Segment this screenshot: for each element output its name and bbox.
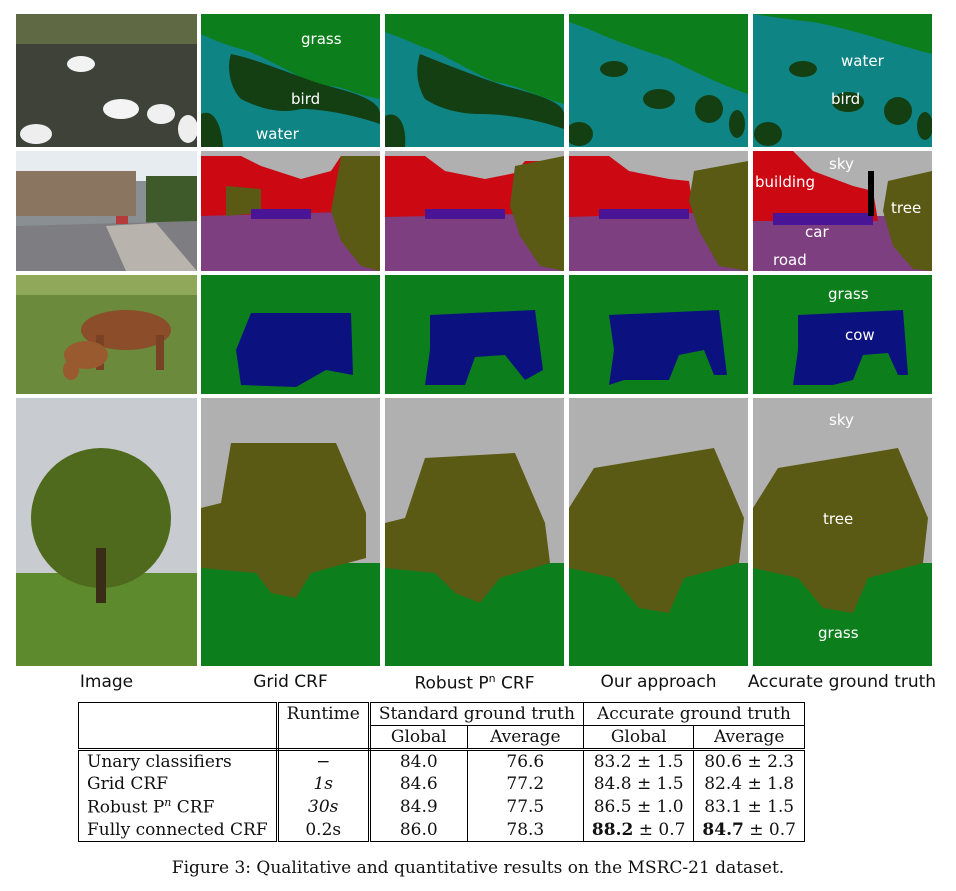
row-acc-global: 83.2 ± 1.5	[583, 749, 695, 773]
method-prefix: Robust P	[87, 797, 165, 818]
column-label-our-approach: Our approach	[600, 672, 717, 692]
row-runtime: −	[277, 749, 371, 773]
seg-street-robust	[385, 151, 564, 271]
row-method: Fully connected CRF	[78, 818, 279, 842]
label-bird: bird	[291, 90, 320, 108]
photo-street	[16, 151, 197, 271]
seg-swans-ours	[569, 14, 748, 147]
label-grass-tree: grass	[818, 624, 859, 642]
photo-cows	[16, 275, 197, 394]
th-acc-global: Global	[583, 725, 695, 751]
row-acc-avg: 80.6 ± 2.3	[693, 749, 805, 773]
seg-street-gt: sky building tree car road	[753, 151, 932, 271]
th-std-average: Average	[467, 725, 584, 751]
seg-tree-gt: sky tree grass	[753, 398, 932, 666]
figure-caption: Figure 3: Qualitative and quantitative r…	[171, 858, 785, 878]
column-label-image: Image	[79, 672, 134, 692]
table-row: Fully connected CRF 0.2s 86.0 78.3 88.2 …	[78, 818, 805, 842]
label-water-gt: water	[841, 52, 885, 70]
label-building: building	[755, 173, 815, 191]
th-accurate: Accurate ground truth	[583, 702, 805, 726]
seg-cows-robust	[385, 275, 564, 394]
seg-cows-grid	[201, 275, 380, 394]
seg-cows-ours	[569, 275, 748, 394]
label-sky-tree: sky	[829, 411, 854, 429]
robust-prefix: Robust P	[414, 673, 489, 694]
th-acc-average: Average	[693, 725, 805, 751]
label-sky: sky	[829, 155, 854, 173]
column-label-robust-crf: Robust Pn CRF	[385, 672, 564, 694]
seg-swans-gt: water bird	[753, 14, 932, 147]
results-table: Runtime Standard ground truth Accurate g…	[78, 702, 805, 842]
acc-global-bold: 88.2	[591, 819, 634, 840]
label-road: road	[773, 251, 807, 269]
acc-global-rest: ± 0.7	[633, 819, 686, 840]
row-acc-avg: 84.7 ± 0.7	[693, 818, 805, 842]
row-acc-global: 88.2 ± 0.7	[583, 818, 695, 842]
th-std-global: Global	[369, 725, 468, 751]
photo-tree	[16, 398, 197, 666]
row-runtime: 1s	[277, 773, 371, 795]
label-cow: cow	[845, 326, 875, 344]
column-label-accurate-gt: Accurate ground truth	[747, 672, 937, 692]
row-std-global: 86.0	[369, 818, 468, 842]
row-std-global: 84.6	[369, 773, 468, 795]
row-method: Grid CRF	[78, 773, 279, 795]
row-acc-avg: 83.1 ± 1.5	[693, 795, 805, 819]
method-sup: n	[164, 796, 172, 809]
seg-street-ours	[569, 151, 748, 271]
label-grass-cow: grass	[828, 285, 869, 303]
table-row: Robust Pn CRF 30s 84.9 77.5 86.5 ± 1.0 8…	[78, 795, 805, 819]
method-suffix: CRF	[171, 797, 215, 818]
seg-swans-grid: grass bird water	[201, 14, 380, 147]
row-runtime: 0.2s	[277, 818, 371, 842]
row-acc-global: 84.8 ± 1.5	[583, 773, 695, 795]
seg-swans-robust	[385, 14, 564, 147]
label-grass: grass	[301, 30, 342, 48]
robust-sup: n	[488, 672, 496, 685]
row-std-global: 84.9	[369, 795, 468, 819]
acc-avg-rest: ± 0.7	[743, 819, 796, 840]
seg-tree-ours	[569, 398, 748, 666]
robust-suffix: CRF	[495, 673, 535, 694]
row-runtime: 30s	[277, 795, 371, 819]
row-acc-avg: 82.4 ± 1.8	[693, 773, 805, 795]
row-method: Unary classifiers	[78, 749, 279, 773]
row-std-avg: 77.2	[467, 773, 584, 795]
row-std-avg: 78.3	[467, 818, 584, 842]
label-tree-tree: tree	[823, 510, 853, 528]
column-label-grid-crf: Grid CRF	[253, 672, 328, 692]
table-row: Grid CRF 1s 84.6 77.2 84.8 ± 1.5 82.4 ± …	[78, 773, 805, 795]
table-row: Unary classifiers − 84.0 76.6 83.2 ± 1.5…	[78, 749, 805, 773]
label-bird-gt: bird	[831, 90, 860, 108]
row-std-global: 84.0	[369, 749, 468, 773]
th-runtime: Runtime	[277, 702, 371, 726]
label-tree: tree	[891, 199, 921, 217]
photo-swans	[16, 14, 197, 147]
th-standard: Standard ground truth	[369, 702, 584, 726]
seg-cows-gt: grass cow	[753, 275, 932, 394]
row-std-avg: 76.6	[467, 749, 584, 773]
acc-avg-bold: 84.7	[702, 819, 744, 840]
row-method: Robust Pn CRF	[78, 795, 279, 819]
label-water: water	[256, 125, 300, 143]
seg-tree-robust	[385, 398, 564, 666]
label-car: car	[805, 223, 829, 241]
row-acc-global: 86.5 ± 1.0	[583, 795, 695, 819]
row-std-avg: 77.5	[467, 795, 584, 819]
seg-tree-grid	[201, 398, 380, 666]
seg-street-grid	[201, 151, 380, 271]
